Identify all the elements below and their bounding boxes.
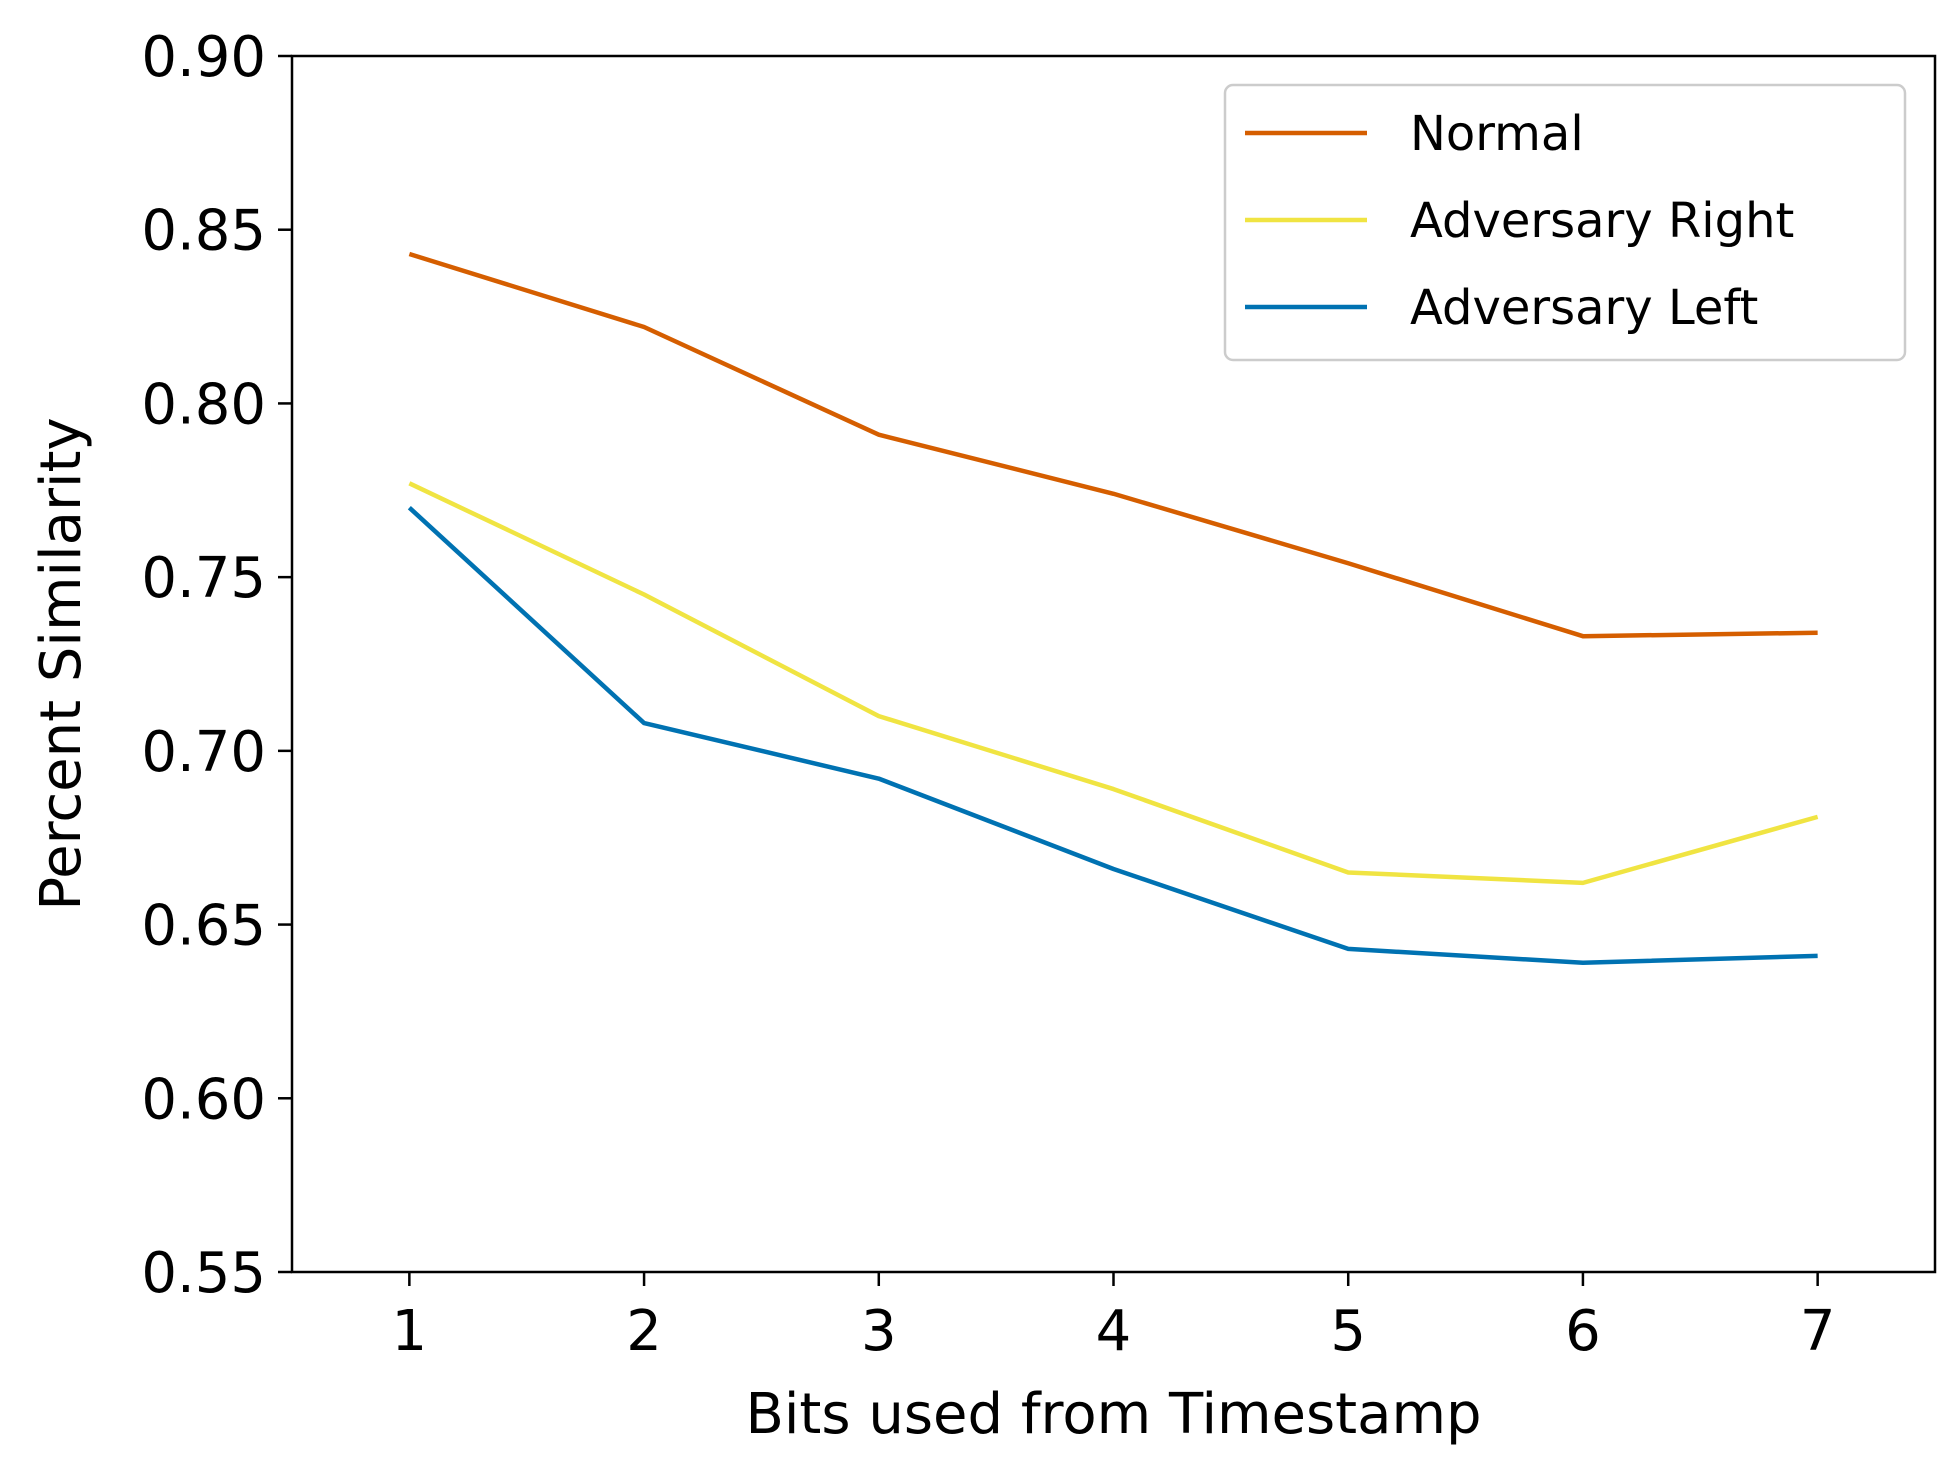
x-tick-label: 4 <box>1096 1299 1132 1364</box>
y-tick-label: 0.90 <box>141 25 266 90</box>
y-tick-label: 0.55 <box>141 1241 266 1306</box>
legend: Normal Adversary Right Adversary Left <box>1223 83 1907 362</box>
x-tick-label: 2 <box>626 1299 662 1364</box>
x-tick-label: 7 <box>1800 1299 1836 1364</box>
x-tick-label: 6 <box>1565 1299 1601 1364</box>
legend-label: Normal <box>1410 106 1584 162</box>
legend-label: Adversary Right <box>1410 193 1794 249</box>
legend-label: Adversary Left <box>1410 280 1758 336</box>
y-tick-label: 0.60 <box>141 1067 266 1132</box>
series-line-adversary-left <box>407 505 1818 966</box>
legend-box <box>1223 83 1907 362</box>
y-axis-label: Percent Similarity <box>29 417 94 910</box>
x-tick-label: 5 <box>1330 1299 1366 1364</box>
series-line-normal <box>408 251 1818 639</box>
x-tick-label: 1 <box>392 1299 428 1364</box>
y-tick-label: 0.70 <box>141 720 266 785</box>
y-tick-label: 0.75 <box>141 546 266 611</box>
y-tick-label: 0.80 <box>141 372 266 437</box>
y-tick-label: 0.85 <box>141 199 266 264</box>
y-tick-label: 0.65 <box>141 894 266 959</box>
x-tick-label: 3 <box>861 1299 897 1364</box>
series-line-adversary-right <box>408 481 1819 886</box>
series-layer <box>407 251 1819 966</box>
ticks-layer: 1 2 3 4 5 6 7 0.55 0.60 0.65 0.70 0.75 0.80 0.85 0.90 <box>141 25 1835 1364</box>
x-axis-label: Bits used from Timestamp <box>745 1382 1481 1447</box>
